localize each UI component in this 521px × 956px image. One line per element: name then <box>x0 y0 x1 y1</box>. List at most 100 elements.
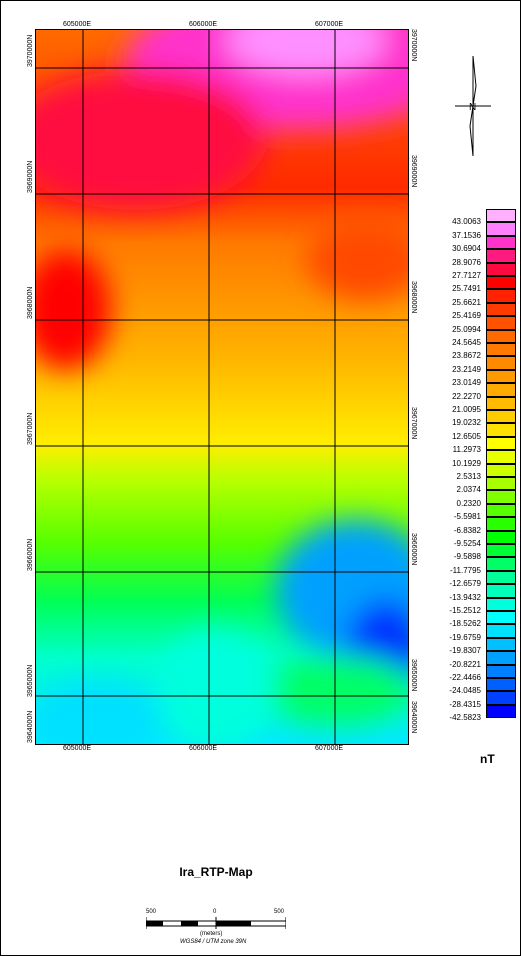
legend-swatch <box>486 530 516 544</box>
legend-label: 23.2149 <box>452 364 481 374</box>
y-tick-left-3965000: 3965000N <box>27 664 34 697</box>
legend-label: 11.2973 <box>452 445 481 455</box>
projection-label: WGS84 / UTM zone 39N <box>180 939 247 945</box>
x-tick-top-607000: 607000E <box>315 21 344 28</box>
svg-text:N: N <box>469 102 476 113</box>
legend-swatch <box>486 637 516 652</box>
y-tick-right-3966000: 3966000N <box>410 533 417 566</box>
legend-swatch <box>486 222 516 236</box>
legend-swatch <box>486 691 516 705</box>
legend-swatch <box>486 651 516 665</box>
scale-left-label: 500 <box>146 909 157 915</box>
y-tick-right-3965000: 3965000N <box>410 659 417 692</box>
y-tick-right-3970000: 3970000N <box>410 29 417 62</box>
legend-label: -42.5823 <box>449 713 481 723</box>
legend-label: -13.9432 <box>449 592 481 602</box>
legend-label: 30.6904 <box>452 244 481 254</box>
legend-swatch <box>486 423 516 437</box>
legend-swatch <box>486 570 516 585</box>
legend-swatch <box>486 316 516 330</box>
legend-label: 24.5645 <box>452 338 481 347</box>
legend-swatch <box>486 704 516 719</box>
legend-label: -22.4466 <box>449 673 481 682</box>
legend-swatch <box>486 450 516 464</box>
legend-unit: nT <box>480 752 495 766</box>
legend-label: -19.8307 <box>449 646 481 656</box>
legend-label: 10.1929 <box>452 458 481 468</box>
legend-label: 2.0374 <box>456 485 481 495</box>
legend-swatch <box>486 664 516 678</box>
legend-label: 25.0994 <box>452 324 481 334</box>
legend-label: 19.0232 <box>452 418 481 428</box>
legend-label: -28.4315 <box>449 699 481 709</box>
map-title: Ira_RTP-Map <box>179 865 253 879</box>
legend-swatch <box>486 597 516 611</box>
legend-swatch <box>486 477 516 491</box>
rtp-contour-map[interactable] <box>35 29 409 745</box>
legend-swatch <box>486 517 516 531</box>
legend-label: -11.7795 <box>450 565 481 575</box>
x-tick-top-605000: 605000E <box>63 21 92 28</box>
legend-swatch <box>486 611 516 625</box>
legend-label: -24.0485 <box>449 686 481 696</box>
legend-swatch <box>486 209 516 223</box>
legend-label: 12.6505 <box>452 431 481 441</box>
legend-label: 37.1536 <box>452 230 481 240</box>
scale-unit-label: (meters) <box>200 931 223 937</box>
legend-swatch <box>486 276 516 290</box>
legend-label: -9.5254 <box>453 539 481 548</box>
legend-label: 25.6621 <box>452 297 481 307</box>
legend-swatch <box>486 503 516 518</box>
y-tick-left-3970000: 3970000N <box>27 34 34 67</box>
legend-swatch <box>486 396 516 410</box>
legend-swatch <box>486 383 516 397</box>
scale-center-label: 0 <box>213 909 217 915</box>
legend-label: 25.4169 <box>452 311 481 321</box>
legend-swatch <box>486 544 516 558</box>
y-tick-right-3968000: 3968000N <box>410 281 417 314</box>
legend-label: 23.8672 <box>452 351 481 361</box>
legend-label: -15.2512 <box>449 606 481 615</box>
legend-swatch <box>486 262 516 276</box>
legend-swatch <box>486 329 516 343</box>
map-grid <box>36 30 408 744</box>
legend-label: 27.7127 <box>452 271 481 280</box>
legend-swatch <box>486 624 516 638</box>
north-arrow-icon: N <box>453 51 493 166</box>
legend-swatch <box>486 463 516 477</box>
legend-swatch <box>486 302 516 317</box>
legend-swatch <box>486 289 516 303</box>
legend-label: -9.5898 <box>453 552 481 562</box>
legend-swatch <box>486 678 516 692</box>
y-tick-left-3966000: 3966000N <box>27 538 34 571</box>
x-tick-bottom-606000: 606000E <box>189 745 218 752</box>
legend-label: -19.6759 <box>449 632 481 642</box>
y-tick-left-3964000: 3964000N <box>27 710 34 743</box>
y-tick-left-3968000: 3968000N <box>27 286 34 319</box>
legend-swatch <box>486 235 516 250</box>
legend-label: -6.8382 <box>453 525 481 535</box>
legend-label: -18.5262 <box>449 619 481 629</box>
legend-label: 22.2270 <box>452 391 481 401</box>
x-tick-top-606000: 606000E <box>189 21 218 28</box>
legend-swatch <box>486 369 516 384</box>
y-tick-right-3967000: 3967000N <box>410 407 417 440</box>
legend-swatch <box>486 584 516 598</box>
legend-swatch <box>486 343 516 357</box>
legend-swatch <box>486 436 516 451</box>
legend-swatch <box>486 410 516 424</box>
y-tick-left-3967000: 3967000N <box>27 412 34 445</box>
y-tick-right-3964000: 3964000N <box>410 701 417 734</box>
y-tick-right-3969000: 3969000N <box>410 155 417 188</box>
legend-label: 0.2320 <box>456 498 481 508</box>
legend-label: 2.5313 <box>456 472 481 481</box>
scale-bar: 500 0 500 (meters) WGS84 / UTM zone 39N <box>146 909 286 949</box>
legend-swatch <box>486 356 516 370</box>
legend-label: 28.9076 <box>452 257 481 267</box>
y-tick-left-3969000: 3969000N <box>27 160 34 193</box>
legend-label: 21.0095 <box>452 405 481 414</box>
legend-label: -5.5981 <box>453 512 481 522</box>
legend-label: 25.7491 <box>452 284 481 294</box>
legend-swatch <box>486 249 516 263</box>
